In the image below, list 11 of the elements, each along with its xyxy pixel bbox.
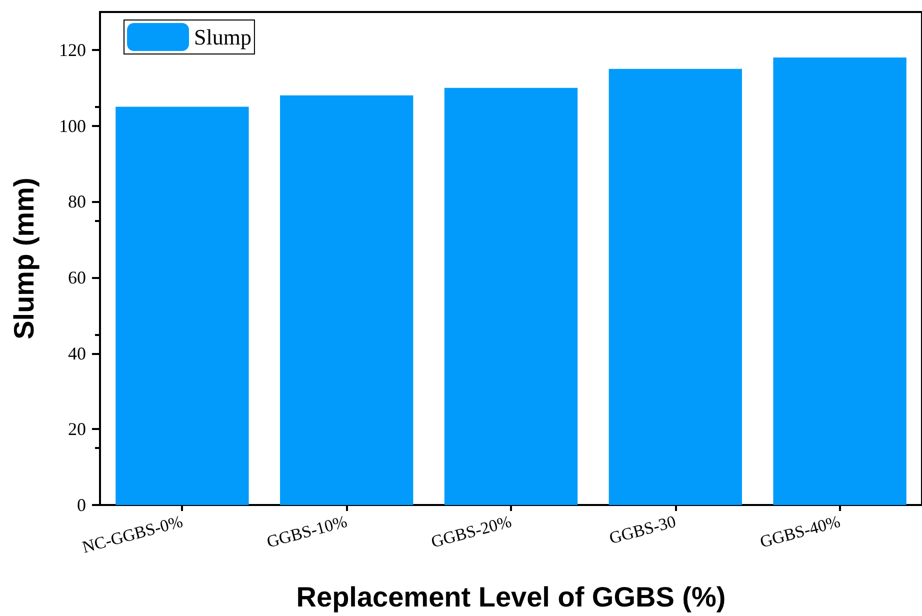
x-axis-title: Replacement Level of GGBS (%) — [296, 582, 726, 612]
x-tick-label: GGBS-30 — [607, 512, 678, 548]
y-axis-title: Slump (mm) — [8, 178, 40, 340]
y-tick-label: 120 — [59, 40, 86, 60]
y-tick-label: 40 — [68, 343, 86, 364]
y-tick-label: 60 — [68, 267, 86, 288]
y-tick-label: 0 — [77, 495, 86, 515]
y-tick-label: 100 — [59, 116, 86, 136]
y-tick-label: 80 — [68, 192, 86, 212]
y-tick-label: 20 — [68, 419, 86, 440]
legend-label: Slump — [194, 24, 252, 50]
